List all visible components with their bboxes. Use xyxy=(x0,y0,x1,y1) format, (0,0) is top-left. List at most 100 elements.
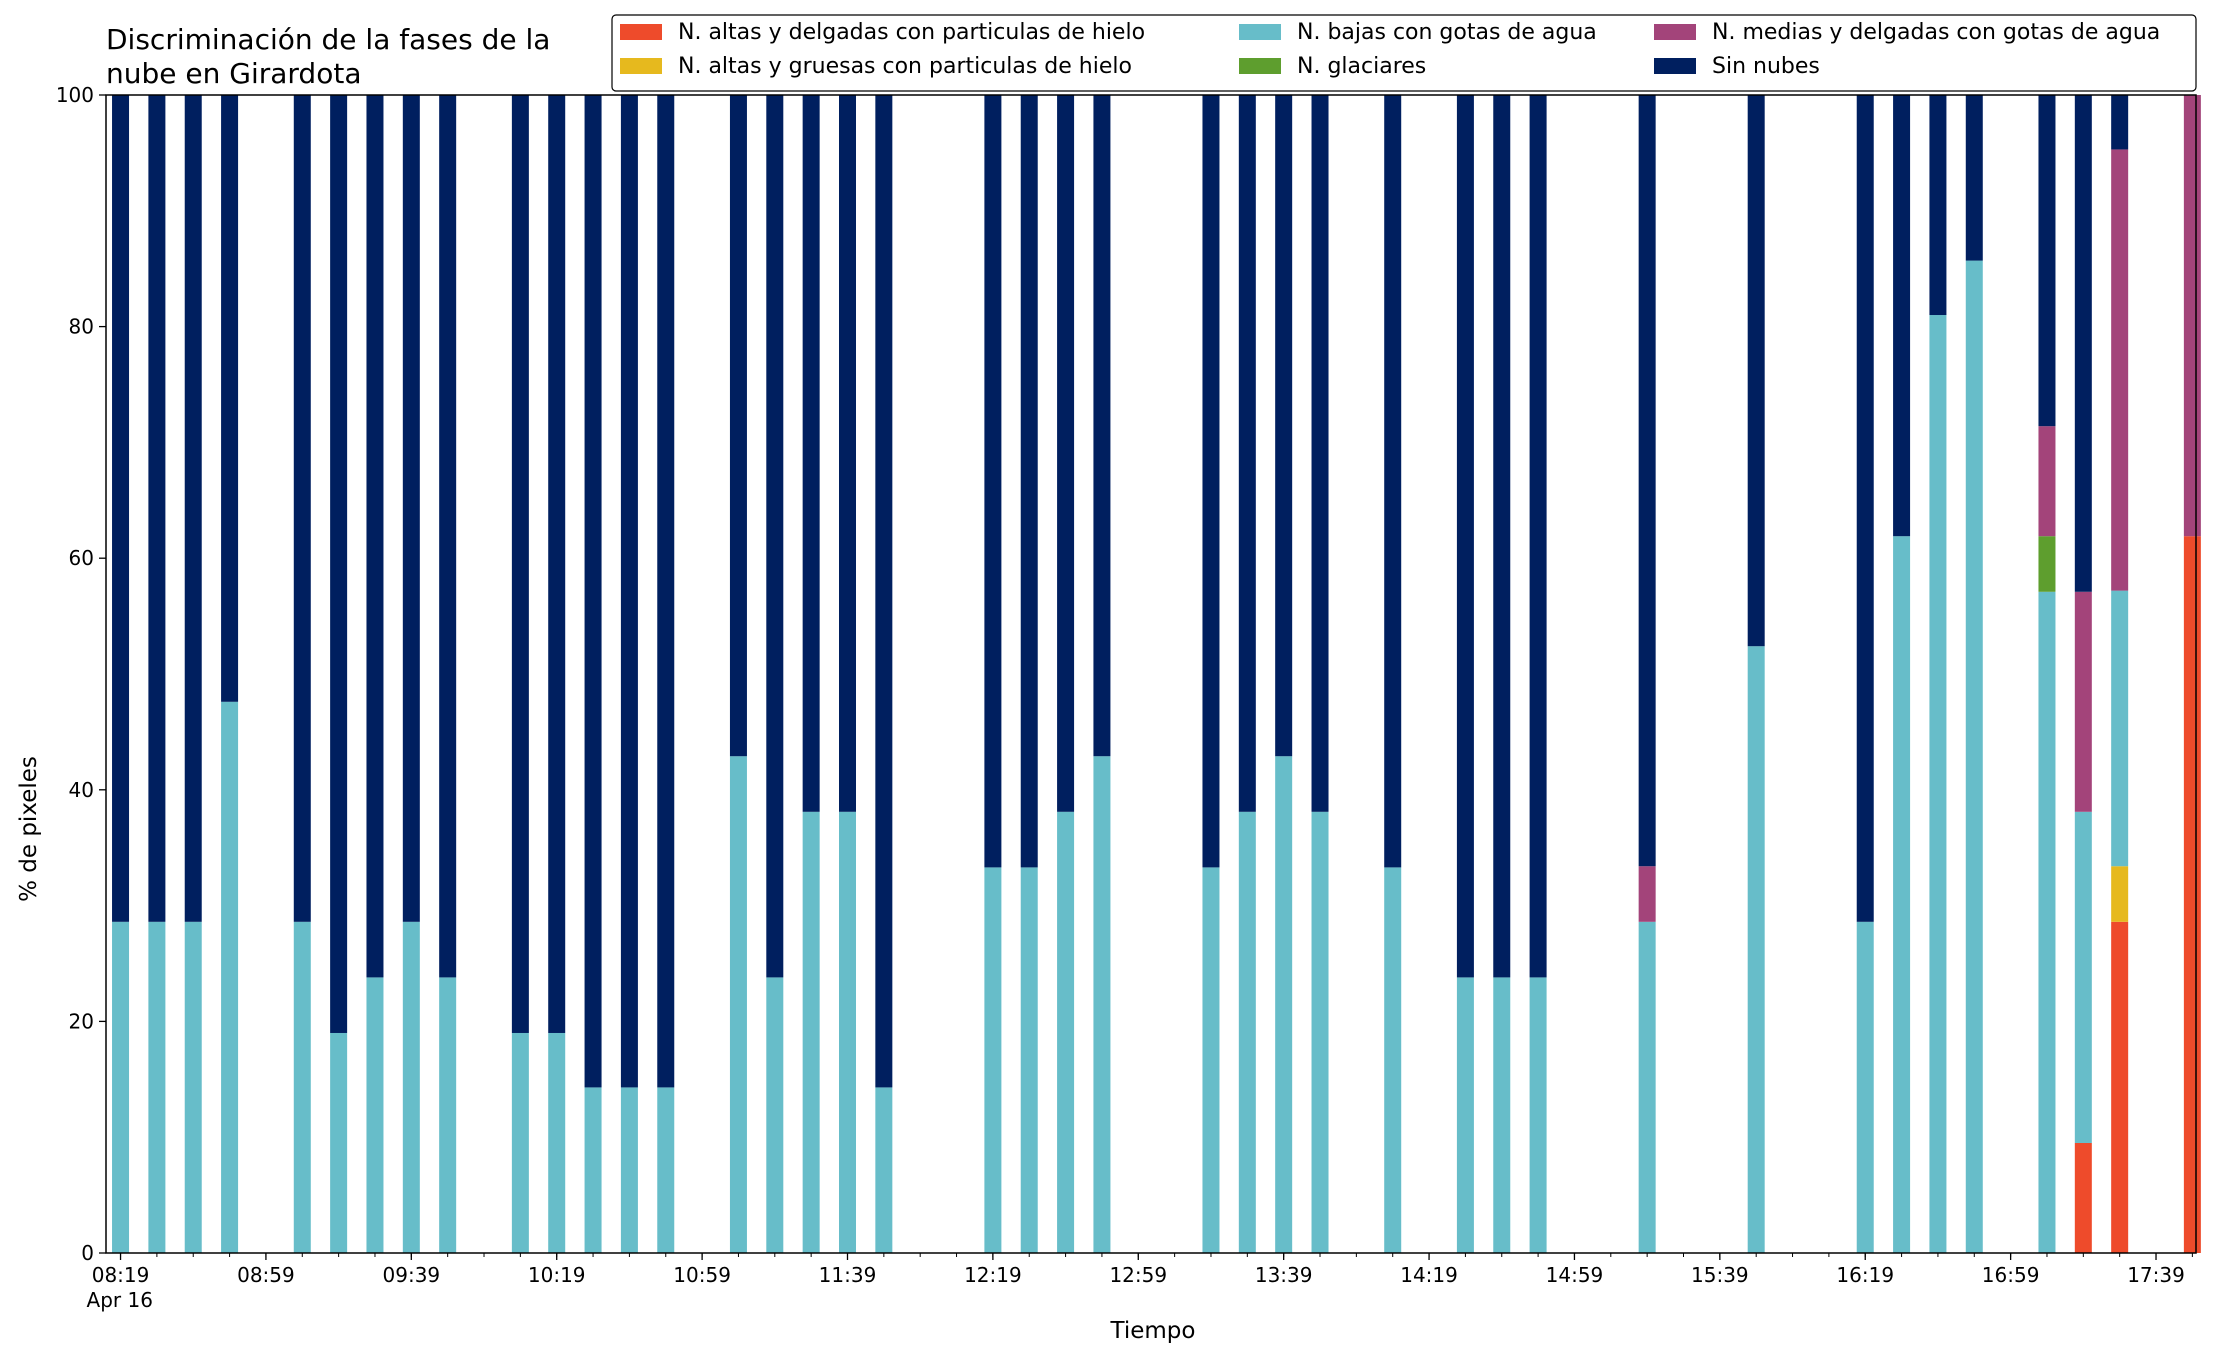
bar-segment-1009-s5 xyxy=(511,95,529,1033)
legend-label: N. altas y delgadas con particulas de hi… xyxy=(678,20,1145,45)
bar-segment-0949-s2 xyxy=(439,977,457,1253)
bar-segment-1139-s2 xyxy=(839,811,856,1253)
bar-segment-1709-s2 xyxy=(2038,591,2056,1253)
bar-segment-1139-s5 xyxy=(839,95,856,812)
bar-segment-1129-s5 xyxy=(802,95,820,812)
bar-segment-1049-s2 xyxy=(657,1087,675,1253)
bar-segment-1549-s5 xyxy=(1747,95,1765,647)
bar-segment-1239-s2 xyxy=(1057,811,1075,1253)
bar-segment-0949-s5 xyxy=(439,95,457,978)
bar-segment-0829-s2 xyxy=(148,921,166,1253)
legend-swatch xyxy=(1654,58,1696,74)
bar-segment-1629-s5 xyxy=(1893,95,1911,537)
bar-segment-1719-s0 xyxy=(2074,1142,2092,1253)
bar-segment-1439-s5 xyxy=(1493,95,1511,978)
x-tick-label: 12:19 xyxy=(964,1263,1022,1287)
bar-segment-1729-s4 xyxy=(2111,149,2129,591)
x-tick-label: 13:39 xyxy=(1255,1263,1313,1287)
bar-segment-1119-s2 xyxy=(766,977,784,1253)
plot-frame xyxy=(105,94,2197,1254)
bar-segment-1749-s4 xyxy=(2183,95,2201,537)
y-tick-label: 20 xyxy=(69,1009,94,1033)
bar-segment-1709-s5 xyxy=(2038,95,2056,427)
bar-segment-1129-s2 xyxy=(802,811,820,1253)
bar-segment-0909-s5 xyxy=(293,95,311,922)
bar-segment-1729-s0 xyxy=(2111,921,2129,1253)
bar-segment-1729-s2 xyxy=(2111,590,2129,867)
bar-segment-1639-s5 xyxy=(1929,95,1947,316)
y-tick-label: 40 xyxy=(69,778,94,802)
bar-segment-1449-s5 xyxy=(1529,95,1547,978)
x-tick-label: 08:59 xyxy=(237,1263,295,1287)
x-tick-label: 08:19 xyxy=(92,1263,150,1287)
bar-segment-0909-s2 xyxy=(293,921,311,1253)
legend-swatch xyxy=(1239,58,1281,74)
bar-segment-1149-s2 xyxy=(875,1087,893,1253)
bar-segment-1519-s2 xyxy=(1638,921,1656,1253)
bar-segment-0819-s5 xyxy=(112,95,130,922)
bar-segment-1649-s2 xyxy=(1965,260,1983,1254)
bar-segment-1719-s4 xyxy=(2074,591,2092,812)
x-tick-label: 15:39 xyxy=(1691,1263,1749,1287)
bar-segment-0939-s5 xyxy=(402,95,420,922)
x-tick-label: 14:59 xyxy=(1546,1263,1604,1287)
x-tick-label: 14:19 xyxy=(1400,1263,1458,1287)
bar-segment-1749-s0 xyxy=(2183,536,2201,1253)
bar-segment-0819-s2 xyxy=(112,921,130,1253)
chart-title-line-1: Discriminación de la fases de la xyxy=(106,23,550,56)
bar-segment-1249-s2 xyxy=(1093,756,1111,1253)
bar-segment-1719-s2 xyxy=(2074,811,2092,1143)
bar-segment-1439-s2 xyxy=(1493,977,1511,1253)
bar-segment-1219-s2 xyxy=(984,867,1002,1253)
bar-segment-1409-s5 xyxy=(1384,95,1402,868)
x-tick-label: 10:59 xyxy=(673,1263,731,1287)
x-tick-label: 09:39 xyxy=(383,1263,441,1287)
bar-segment-1319-s5 xyxy=(1202,95,1220,868)
bar-segment-0939-s2 xyxy=(402,921,420,1253)
legend-box xyxy=(611,14,2197,92)
bar-segment-1619-s2 xyxy=(1856,921,1874,1253)
y-tick-label: 80 xyxy=(69,315,94,339)
x-tick-label: 10:19 xyxy=(528,1263,586,1287)
bar-segment-0839-s2 xyxy=(184,921,202,1253)
bar-segment-0929-s2 xyxy=(366,977,384,1253)
bar-segment-1329-s2 xyxy=(1238,811,1256,1253)
bar-segment-1519-s4 xyxy=(1638,866,1656,922)
bar-segment-1039-s2 xyxy=(620,1087,638,1253)
bar-segment-1319-s2 xyxy=(1202,867,1220,1253)
bar-segment-1329-s5 xyxy=(1238,95,1256,812)
bar-segment-1029-s2 xyxy=(584,1087,602,1253)
bar-segment-1109-s2 xyxy=(729,756,747,1253)
legend-swatch xyxy=(1239,24,1281,40)
x-tick-label: 16:19 xyxy=(1836,1263,1894,1287)
bar-segment-0829-s5 xyxy=(148,95,166,922)
bar-segment-0919-s2 xyxy=(330,1032,348,1253)
bar-segment-1729-s1 xyxy=(2111,866,2129,922)
x-tick-label: 11:39 xyxy=(819,1263,877,1287)
legend: N. altas y delgadas con particulas de hi… xyxy=(611,14,2197,92)
bar-segment-1709-s3 xyxy=(2038,536,2056,592)
x-tick-label: 12:59 xyxy=(1109,1263,1167,1287)
legend-swatch xyxy=(1654,24,1696,40)
chart-title-line-2: nube en Girardota xyxy=(106,57,361,90)
x-axis-label: Tiempo xyxy=(1110,1318,1196,1344)
bar-segment-1649-s5 xyxy=(1965,95,1983,261)
bar-segment-1039-s5 xyxy=(620,95,638,1088)
bar-segment-1029-s5 xyxy=(584,95,602,1088)
bar-segment-1219-s5 xyxy=(984,95,1002,868)
bar-segment-0929-s5 xyxy=(366,95,384,978)
bar-segment-1339-s5 xyxy=(1275,95,1293,757)
bar-segment-1119-s5 xyxy=(766,95,784,978)
bar-segment-1639-s2 xyxy=(1929,315,1947,1253)
legend-label: N. medias y delgadas con gotas de agua xyxy=(1712,20,2160,45)
x-tick-label: 17:39 xyxy=(2127,1263,2185,1287)
legend-label: N. glaciares xyxy=(1297,54,1426,79)
bar-segment-1629-s2 xyxy=(1893,536,1911,1253)
bar-segment-1109-s5 xyxy=(729,95,747,757)
legend-label: N. bajas con gotas de agua xyxy=(1297,20,1597,45)
x-tick-sublabel: Apr 16 xyxy=(87,1288,153,1312)
bar-segment-0849-s5 xyxy=(221,95,239,702)
bar-segment-1729-s5 xyxy=(2111,95,2129,150)
